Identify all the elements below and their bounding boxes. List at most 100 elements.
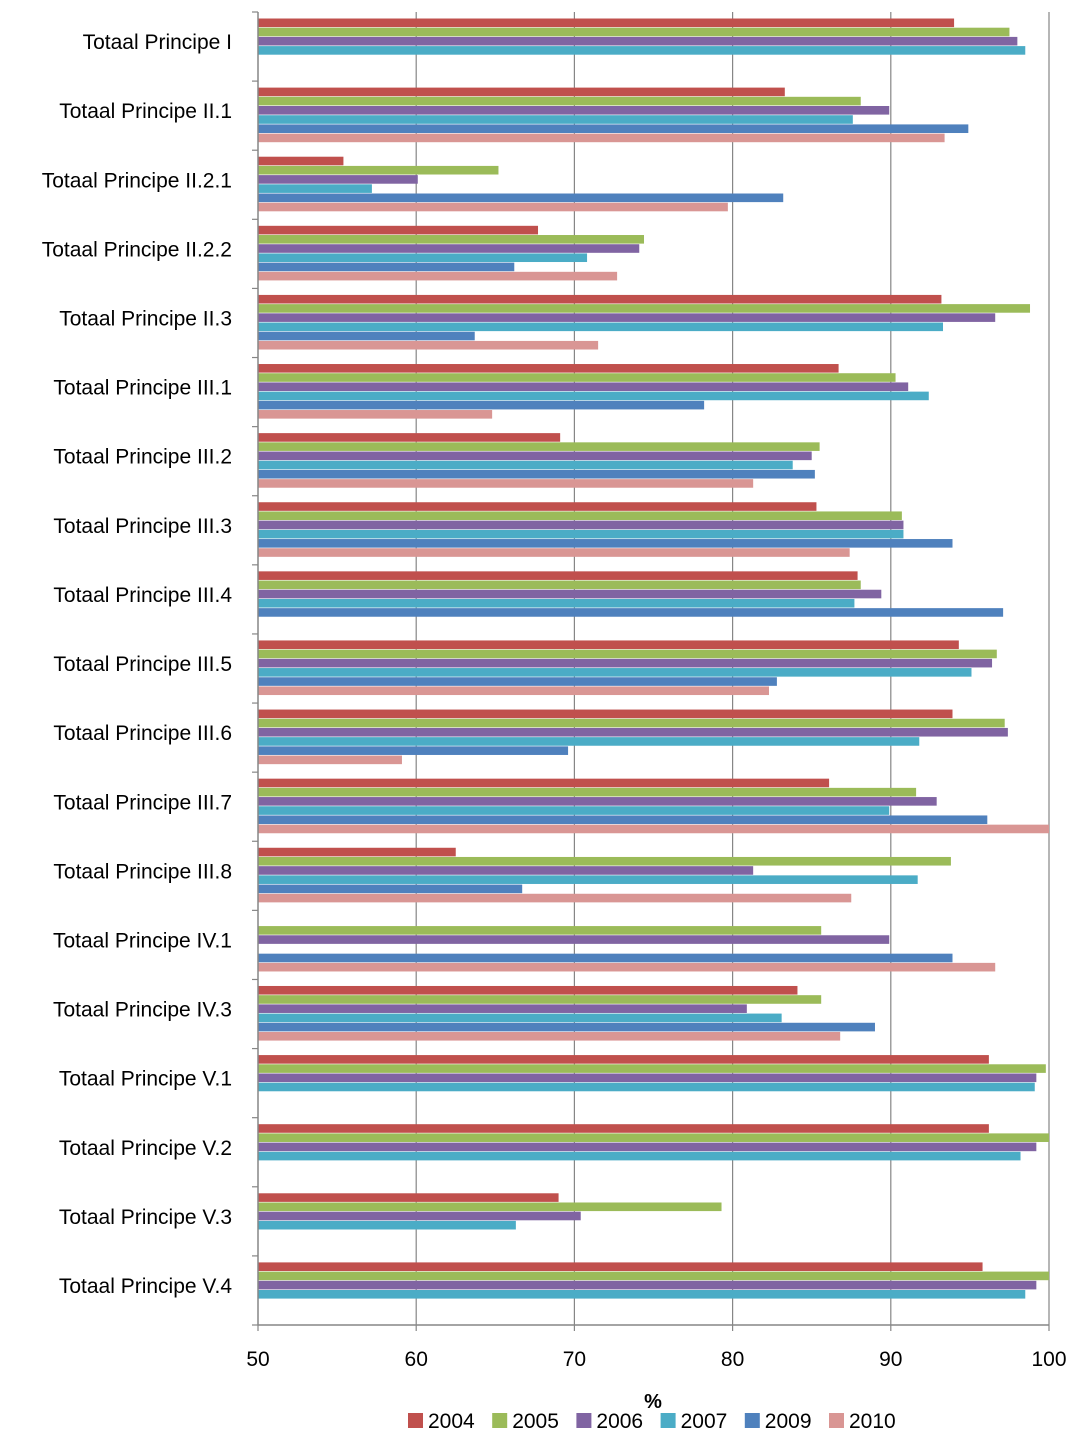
bar-2009: [258, 608, 1004, 617]
bar-2006: [258, 589, 882, 599]
bar-2010: [258, 479, 754, 488]
bar-2004: [258, 640, 959, 650]
bar-2006: [258, 866, 754, 875]
bar-2005: [258, 373, 896, 382]
bar-2010: [258, 340, 599, 350]
bar-2006: [258, 935, 890, 944]
legend-label: 2007: [681, 1410, 728, 1433]
legend-swatch: [492, 1413, 508, 1428]
bar-2004: [258, 571, 858, 580]
bar-2005: [258, 580, 861, 590]
category-label: Totaal Principe III.6: [53, 722, 232, 745]
category-label: Totaal Principe III.4: [53, 584, 232, 607]
legend-swatch: [576, 1413, 592, 1428]
bar-2006: [258, 175, 418, 184]
bar-2004: [258, 1055, 989, 1064]
legend-label: 2009: [765, 1410, 812, 1433]
legend-label: 2005: [512, 1410, 559, 1433]
category-label: Totaal Principe III.7: [53, 791, 232, 814]
legend-label: 2006: [596, 1410, 643, 1433]
bar-2009: [258, 331, 475, 341]
bar-2007: [258, 1220, 516, 1230]
category-label: Totaal Principe V.1: [59, 1068, 232, 1091]
bar-2005: [258, 235, 645, 244]
bar-2009: [258, 400, 705, 410]
bar-2007: [258, 46, 1026, 55]
bar-2007: [258, 322, 944, 332]
bar-2010: [258, 548, 850, 557]
bar-2006: [258, 658, 993, 668]
category-label: Totaal Principe I: [83, 31, 232, 54]
bar-2009: [258, 815, 988, 825]
bar-2006: [258, 797, 937, 806]
bar-2009: [258, 953, 953, 963]
category-label: Totaal Principe V.4: [59, 1275, 232, 1298]
bar-2005: [258, 649, 997, 659]
bar-2009: [258, 124, 969, 134]
bar-2006: [258, 1142, 1037, 1152]
x-tick-labels: 50 60 70 80 90 100: [246, 1348, 1066, 1371]
bar-2009: [258, 746, 569, 755]
bar-2005: [258, 1202, 722, 1212]
bar-2009: [258, 193, 784, 203]
legend-swatch: [829, 1413, 844, 1428]
bar-2004: [258, 18, 955, 28]
bar-2007: [258, 529, 904, 539]
bar-2010: [258, 1031, 841, 1041]
bar-2007: [258, 1151, 1021, 1161]
bar-2005: [258, 304, 1031, 313]
x-tick-label: 80: [721, 1348, 744, 1371]
bar-2006: [258, 1211, 581, 1221]
bar-2006: [258, 244, 640, 253]
bar-2007: [258, 184, 372, 193]
bar-2006: [258, 451, 812, 461]
category-label: Totaal Principe V.2: [59, 1137, 232, 1160]
bar-2004: [258, 1262, 983, 1271]
legend-item-2005: 2005: [492, 1410, 559, 1433]
bar-2006: [258, 1280, 1037, 1290]
category-label: Totaal Principe III.1: [53, 377, 232, 400]
bar-2007: [258, 391, 929, 401]
bar-2005: [258, 995, 822, 1004]
legend-label: 2004: [428, 1410, 475, 1433]
bar-2007: [258, 460, 793, 470]
legend-item-2009: 2009: [744, 1410, 812, 1433]
bar-2010: [258, 202, 728, 212]
bar-2005: [258, 27, 1010, 37]
bars: [258, 18, 1049, 1299]
category-label: Totaal Principe III.8: [53, 860, 232, 883]
category-label: Totaal Principe III.5: [53, 653, 232, 676]
bar-2010: [258, 686, 769, 696]
bar-2009: [258, 262, 515, 272]
legend-item-2006: 2006: [576, 1410, 643, 1433]
bar-2010: [258, 962, 996, 972]
category-label: Totaal Principe II.2.2: [42, 238, 232, 261]
bar-2009: [258, 677, 777, 686]
bar-2004: [258, 847, 456, 857]
bar-2010: [258, 271, 618, 281]
bar-2005: [258, 96, 861, 106]
legend: 2004 2005 2006 2007 2009 2010: [408, 1410, 896, 1433]
bar-2010: [258, 755, 402, 765]
bar-2004: [258, 294, 942, 304]
legend-swatch: [660, 1413, 676, 1428]
bar-2004: [258, 778, 830, 788]
legend-item-2010: 2010: [829, 1410, 896, 1433]
bar-2005: [258, 1064, 1046, 1073]
legend-item-2004: 2004: [408, 1410, 475, 1433]
category-label: Totaal Principe V.3: [59, 1206, 232, 1229]
bar-2006: [258, 382, 909, 392]
category-label: Totaal Principe II.1: [59, 100, 232, 123]
bar-2005: [258, 165, 499, 175]
bar-2005: [258, 718, 1005, 728]
bar-2010: [258, 893, 852, 903]
bar-2009: [258, 469, 815, 479]
bar-2007: [258, 1289, 1026, 1299]
axes: [252, 11, 1050, 1331]
legend-swatch: [744, 1413, 760, 1428]
bar-2004: [258, 502, 817, 511]
bar-2010: [258, 824, 1049, 834]
bar-2004: [258, 225, 539, 235]
bar-2004: [258, 1193, 559, 1202]
